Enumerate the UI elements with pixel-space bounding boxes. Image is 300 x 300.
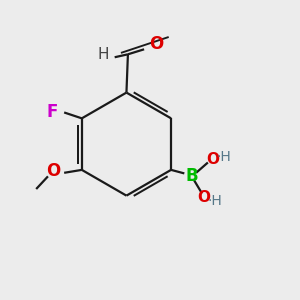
Text: O: O [149,35,163,53]
Text: ·H: ·H [216,150,231,164]
Text: ·H: ·H [207,194,222,208]
Text: B: B [185,167,198,185]
Text: O: O [46,162,60,180]
Text: H: H [97,47,109,62]
Text: O: O [197,190,210,205]
Text: F: F [47,103,58,122]
Text: O: O [206,152,219,167]
